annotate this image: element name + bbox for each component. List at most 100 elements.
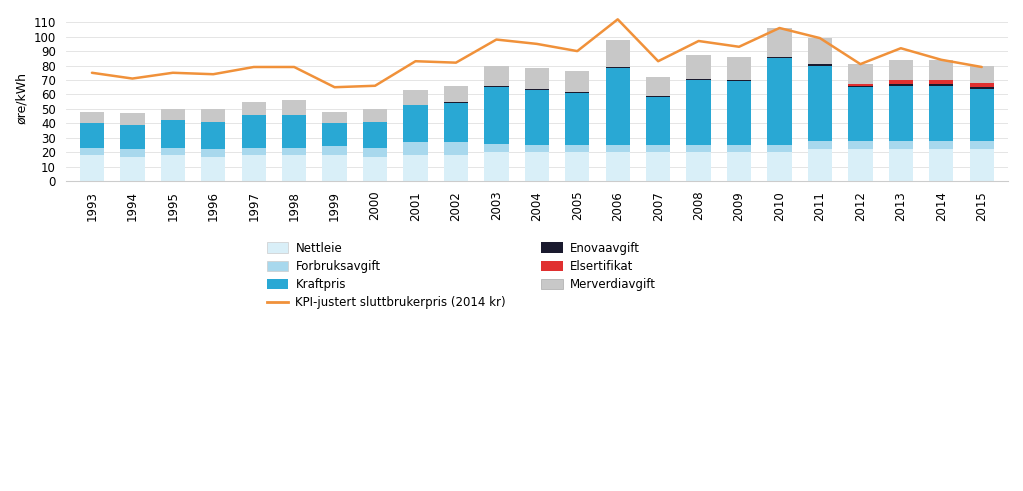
- Bar: [202, 149, 225, 157]
- Bar: [403, 142, 428, 155]
- Y-axis label: øre/kWh: øre/kWh: [15, 72, 28, 124]
- Bar: [686, 152, 711, 181]
- Bar: [929, 60, 953, 80]
- Bar: [161, 109, 185, 120]
- Bar: [241, 148, 266, 155]
- Bar: [161, 120, 185, 148]
- Bar: [525, 68, 549, 89]
- Bar: [121, 113, 144, 125]
- Bar: [363, 148, 387, 157]
- Bar: [808, 38, 832, 64]
- Bar: [767, 58, 792, 145]
- Bar: [686, 145, 711, 152]
- Bar: [970, 89, 994, 140]
- Bar: [525, 89, 549, 90]
- Bar: [767, 152, 792, 181]
- Bar: [565, 145, 589, 152]
- Bar: [727, 80, 751, 82]
- Bar: [606, 152, 630, 181]
- Bar: [322, 146, 347, 155]
- Bar: [970, 149, 994, 181]
- Bar: [525, 145, 549, 152]
- Bar: [80, 155, 104, 181]
- Bar: [970, 87, 994, 89]
- Bar: [565, 71, 589, 91]
- Bar: [161, 148, 185, 155]
- Bar: [403, 90, 428, 105]
- Bar: [727, 82, 751, 145]
- Bar: [808, 66, 832, 140]
- Bar: [686, 55, 711, 79]
- Bar: [484, 66, 508, 86]
- Bar: [727, 145, 751, 152]
- Bar: [202, 122, 225, 149]
- Bar: [848, 87, 873, 140]
- Bar: [565, 152, 589, 181]
- Bar: [647, 77, 670, 96]
- Bar: [363, 109, 387, 122]
- Bar: [484, 86, 508, 87]
- Bar: [444, 86, 469, 102]
- Legend: Nettleie, Forbruksavgift, Kraftpris, KPI-justert sluttbrukerpris (2014 kr), Enov: Nettleie, Forbruksavgift, Kraftpris, KPI…: [262, 237, 661, 314]
- Bar: [282, 115, 306, 148]
- Bar: [363, 157, 387, 181]
- Bar: [80, 112, 104, 123]
- Bar: [767, 145, 792, 152]
- Bar: [889, 86, 913, 140]
- Bar: [606, 40, 630, 67]
- Bar: [282, 155, 306, 181]
- Bar: [889, 140, 913, 149]
- Bar: [403, 105, 428, 142]
- Bar: [241, 155, 266, 181]
- Bar: [121, 149, 144, 157]
- Bar: [929, 149, 953, 181]
- Bar: [808, 140, 832, 149]
- Bar: [282, 100, 306, 115]
- Bar: [647, 152, 670, 181]
- Bar: [322, 155, 347, 181]
- Bar: [727, 152, 751, 181]
- Bar: [929, 140, 953, 149]
- Bar: [647, 96, 670, 97]
- Bar: [889, 60, 913, 80]
- Bar: [282, 148, 306, 155]
- Bar: [929, 86, 953, 140]
- Bar: [565, 93, 589, 145]
- Bar: [889, 149, 913, 181]
- Bar: [80, 148, 104, 155]
- Bar: [161, 155, 185, 181]
- Bar: [848, 84, 873, 86]
- Bar: [202, 157, 225, 181]
- Bar: [121, 157, 144, 181]
- Bar: [767, 28, 792, 57]
- Bar: [606, 68, 630, 145]
- Bar: [889, 84, 913, 86]
- Bar: [241, 102, 266, 115]
- Bar: [444, 102, 469, 103]
- Bar: [606, 67, 630, 68]
- Bar: [322, 112, 347, 123]
- Bar: [444, 155, 469, 181]
- Bar: [322, 123, 347, 146]
- Bar: [606, 145, 630, 152]
- Bar: [848, 149, 873, 181]
- Bar: [647, 145, 670, 152]
- Bar: [565, 91, 589, 93]
- Bar: [808, 149, 832, 181]
- Bar: [525, 90, 549, 145]
- Bar: [202, 109, 225, 122]
- Bar: [727, 57, 751, 80]
- Bar: [686, 80, 711, 145]
- Bar: [970, 66, 994, 83]
- Bar: [970, 83, 994, 87]
- Bar: [929, 84, 953, 86]
- Bar: [484, 152, 508, 181]
- Bar: [647, 97, 670, 145]
- Bar: [848, 86, 873, 87]
- Bar: [444, 103, 469, 142]
- Bar: [484, 143, 508, 152]
- Bar: [484, 87, 508, 143]
- Bar: [525, 152, 549, 181]
- Bar: [889, 80, 913, 84]
- Bar: [848, 64, 873, 84]
